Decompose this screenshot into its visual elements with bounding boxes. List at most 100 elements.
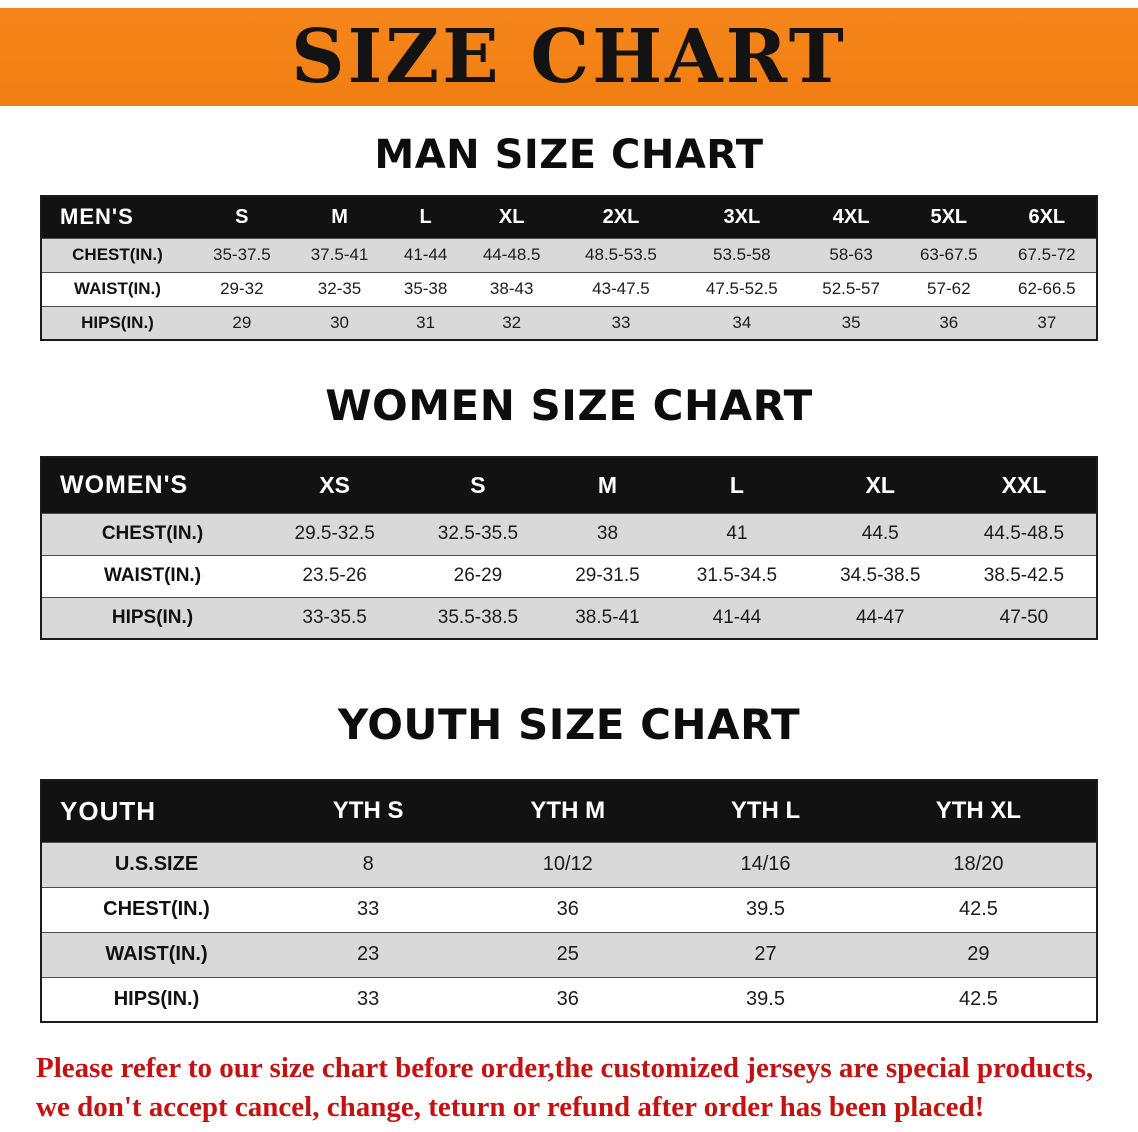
- size-value-cell: 53.5-58: [712, 245, 771, 264]
- size-header-cell: XL: [462, 196, 561, 238]
- size-value-cell: 25: [556, 943, 579, 965]
- women-size-chart-heading: WOMEN SIZE CHART: [325, 381, 813, 430]
- row-label-cell: U.S.SIZE: [114, 853, 199, 875]
- size-header-cell: 5XL: [899, 196, 998, 238]
- size-header-cell: L: [388, 196, 463, 238]
- size-value-cell: 36: [556, 898, 579, 920]
- size-value-cell: 44-47: [855, 606, 905, 628]
- size-value-cell: 36: [556, 987, 579, 1010]
- size-value-cell: 23: [357, 943, 380, 965]
- size-value-cell: 33: [357, 898, 380, 920]
- size-value-cell: 38.5-42.5: [983, 565, 1065, 586]
- size-value-cell: 41-44: [712, 606, 762, 628]
- size-value-cell: 33-35.5: [302, 606, 367, 628]
- size-value-cell: 31.5-34.5: [696, 565, 778, 586]
- size-value-cell: 29-31.5: [575, 565, 640, 586]
- size-value-cell: 44.5-48.5: [983, 523, 1065, 544]
- size-value-cell: 10/12: [542, 853, 593, 875]
- size-header-cell: S: [406, 457, 550, 513]
- row-label-cell: CHEST(IN.): [103, 898, 210, 920]
- size-value-cell: 30: [330, 312, 349, 332]
- size-value-cell: 43-47.5: [592, 279, 650, 298]
- size-value-cell: 47.5-52.5: [705, 279, 778, 298]
- disclaimer-line-1: Please refer to our size chart before or…: [36, 1052, 1094, 1084]
- size-header-cell: XXL: [951, 457, 1097, 513]
- size-header-cell: S: [193, 196, 291, 238]
- data-row: WAIST(IN.) 23 25 27 29: [41, 932, 1097, 977]
- table-title-cell: MEN'S: [41, 196, 193, 238]
- size-value-cell: 35-37.5: [213, 245, 271, 264]
- size-header-cell: M: [290, 196, 389, 238]
- size-value-cell: 29: [232, 312, 252, 332]
- header-row: MEN'S S M L XL 2XL 3XL 4XL 5XL 6XL: [41, 196, 1097, 238]
- size-header-cell: M: [549, 457, 666, 513]
- size-value-cell: 39.5: [746, 898, 785, 920]
- size-value-cell: 37.5-41: [310, 245, 369, 264]
- size-value-cell: 52.5-57: [822, 279, 880, 298]
- size-header-cell: 2XL: [560, 196, 682, 238]
- size-header-cell: 6XL: [997, 196, 1097, 238]
- size-value-cell: 62-66.5: [1017, 279, 1076, 298]
- size-value-cell: 27: [754, 943, 777, 965]
- size-header-cell: YTH L: [670, 780, 861, 842]
- size-value-cell: 41: [726, 523, 748, 544]
- size-value-cell: 38-43: [489, 279, 534, 298]
- size-value-cell: 18/20: [953, 853, 1004, 875]
- size-value-cell: 47-50: [999, 606, 1049, 628]
- banner: SIZE CHART: [0, 8, 1138, 106]
- size-value-cell: 33: [357, 987, 380, 1010]
- size-value-cell: 36: [939, 312, 959, 332]
- size-header-cell: XS: [263, 457, 407, 513]
- size-header-cell: YTH XL: [860, 780, 1097, 842]
- size-value-cell: 34: [732, 312, 752, 332]
- size-value-cell: 32: [502, 312, 522, 332]
- table-title-cell: WOMEN'S: [41, 457, 263, 513]
- size-value-cell: 63-67.5: [919, 245, 978, 264]
- row-label-cell: CHEST(IN.): [101, 523, 204, 544]
- header-row: YOUTH YTH S YTH M YTH L YTH XL: [41, 780, 1097, 842]
- women-size-table: WOMEN'S XS S M L XL XXL CHEST(IN.) 29.5-32.5 32.5…: [40, 456, 1098, 640]
- banner-title: SIZE CHART: [291, 14, 847, 100]
- size-value-cell: 23.5-26: [302, 565, 367, 586]
- size-value-cell: 38.5-41: [575, 606, 640, 628]
- size-header-cell: YTH M: [465, 780, 671, 842]
- size-value-cell: 29: [967, 943, 990, 965]
- size-value-cell: 57-62: [927, 279, 971, 298]
- men-size-chart-heading: MAN SIZE CHART: [374, 132, 764, 178]
- size-value-cell: 14/16: [740, 853, 791, 875]
- row-label-cell: HIPS(IN.): [113, 987, 200, 1010]
- size-value-cell: 67.5-72: [1017, 245, 1076, 264]
- size-header-cell: L: [665, 457, 809, 513]
- header-row: WOMEN'S XS S M L XL XXL: [41, 457, 1097, 513]
- size-value-cell: 44.5: [861, 523, 899, 544]
- youth-size-chart-heading: YOUTH SIZE CHART: [337, 700, 801, 749]
- size-value-cell: 8: [362, 853, 374, 875]
- size-value-cell: 41-44: [403, 245, 448, 264]
- size-value-cell: 44-48.5: [482, 245, 541, 264]
- row-label-cell: HIPS(IN.): [81, 312, 154, 332]
- size-value-cell: 29-32: [220, 279, 264, 298]
- size-value-cell: 32-35: [317, 279, 362, 298]
- row-label-cell: HIPS(IN.): [111, 606, 194, 628]
- row-label-cell: CHEST(IN.): [72, 245, 163, 264]
- size-value-cell: 32.5-35.5: [437, 523, 519, 544]
- data-row: WAIST(IN.) 23.5-26 26-29 29-31.5 31.5-34.5 34…: [41, 555, 1097, 597]
- size-value-cell: 42.5: [958, 987, 998, 1010]
- disclaimer-line-2: we don't accept cancel, change, teturn o…: [36, 1091, 985, 1124]
- row-label-cell: WAIST(IN.): [105, 943, 208, 965]
- size-header-cell: YTH S: [271, 780, 466, 842]
- size-value-cell: 39.5: [746, 987, 785, 1010]
- size-value-cell: 35: [841, 312, 861, 332]
- data-row: HIPS(IN.) 33 36 39.5 42.5: [41, 977, 1097, 1022]
- data-row: WAIST(IN.) 29-32 32-35 35-38 38-43 43-47.5 47.…: [41, 272, 1097, 306]
- size-value-cell: 31: [416, 312, 436, 332]
- size-value-cell: 29.5-32.5: [294, 523, 375, 544]
- size-value-cell: 35-38: [403, 279, 448, 298]
- size-header-cell: 3XL: [681, 196, 803, 238]
- size-value-cell: 33: [611, 312, 631, 332]
- size-value-cell: 34.5-38.5: [840, 565, 921, 586]
- youth-size-table: YOUTH YTH S YTH M YTH L YTH XL U.S.SIZE 8 10/12…: [40, 779, 1098, 1023]
- data-row: U.S.SIZE 8 10/12 14/16 18/20: [41, 842, 1097, 887]
- data-row: HIPS(IN.) 33-35.5 35.5-38.5 38.5-41 41-44 44-…: [41, 597, 1097, 639]
